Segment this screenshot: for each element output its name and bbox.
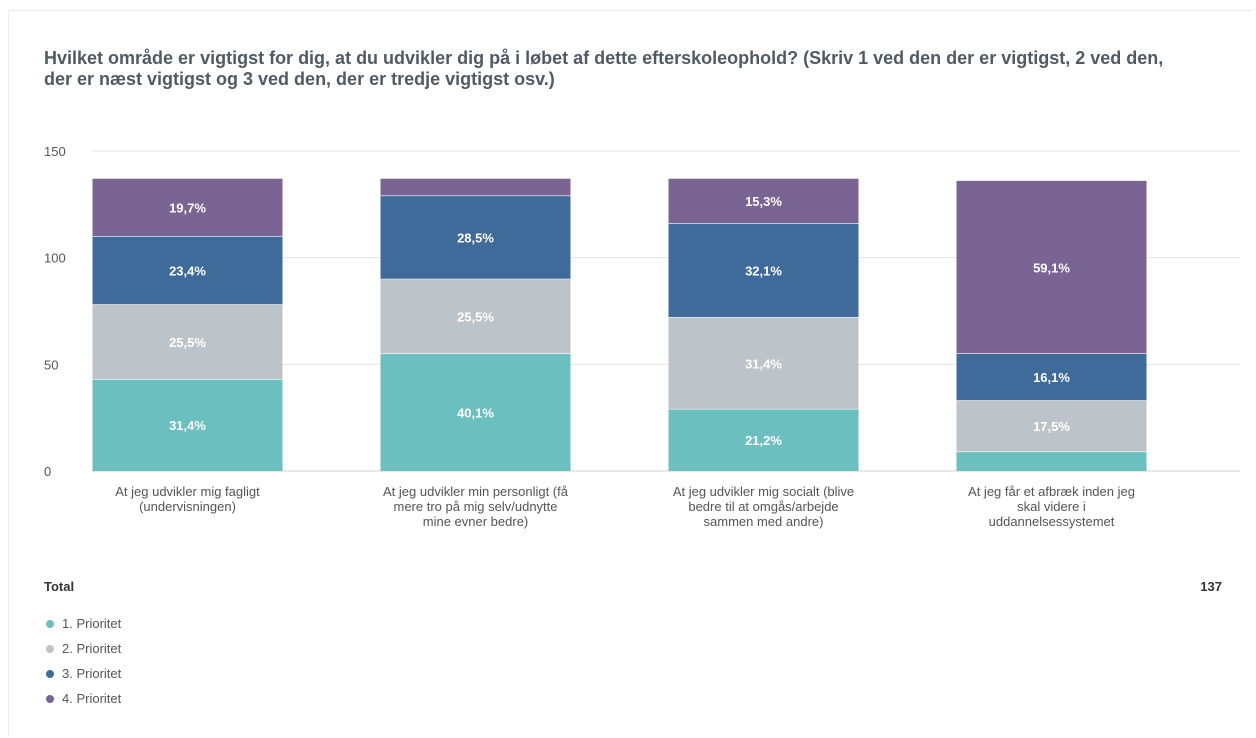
data-label: 21,2% [745,433,782,448]
category-label: At jeg udvikler min personligt (få [383,484,569,499]
category-label: mere tro på mig selv/udnytte [393,499,557,514]
chart-title: Hvilket område er vigtigst for dig, at d… [44,48,1164,89]
data-label: 31,4% [745,356,782,371]
y-axis-ticks: 0 50 100 150 [44,144,66,479]
y-tick-label: 100 [44,251,66,266]
bar-segment-3[interactable] [92,236,283,305]
bar-segment-1[interactable] [92,379,283,471]
bar-segment-2[interactable] [92,304,283,380]
bar-segment-4[interactable] [92,178,283,237]
y-tick-label: 150 [44,144,66,159]
x-axis-categories: At jeg udvikler mig fagligt(undervisning… [115,484,1135,529]
category-label: sammen med andre) [704,514,824,529]
category-label: At jeg får et afbræk inden jeg [968,484,1135,499]
data-label: 25,5% [169,335,206,350]
category-label: At jeg udvikler mig fagligt [115,484,260,499]
data-label: 28,5% [457,230,494,245]
bar-segment-3[interactable] [668,223,859,318]
bar-segment-2[interactable] [956,400,1147,452]
data-label: 31,4% [169,418,206,433]
bar-segment-2[interactable] [668,317,859,410]
bar-segment-2[interactable] [380,279,571,354]
data-label: 40,1% [457,405,494,420]
category-label: uddannelsessystemet [989,514,1115,529]
category-label: bedre til at omgås/arbejde [688,499,838,514]
legend-label: 4. Prioritet [62,691,122,706]
legend-item-2[interactable]: 2. Prioritet [44,636,121,661]
bar-segment-3[interactable] [956,353,1147,401]
y-tick-label: 0 [44,464,51,479]
legend-label: 2. Prioritet [62,641,122,656]
legend-item-3[interactable]: 3. Prioritet [44,661,121,686]
category-label: mine evner bedre) [423,514,529,529]
chart-card [8,10,1252,736]
legend-dot-icon [46,619,54,628]
category-label: At jeg udvikler mig socialt (blive [673,484,854,499]
bar-segment-4[interactable] [668,178,859,224]
total-label: Total [44,579,75,594]
bar-segment-3[interactable] [380,195,571,279]
bar-segment-4[interactable] [380,178,571,196]
category-label: (undervisningen) [139,499,236,514]
data-label: 16,1% [1033,370,1070,385]
data-label: 15,3% [745,194,782,209]
legend-label: 1. Prioritet [62,616,122,631]
legend-label: 3. Prioritet [62,666,122,681]
legend-dot-icon [46,644,54,653]
bar-segment-1[interactable] [956,451,1147,471]
legend-dot-icon [46,694,54,703]
legend-dot-icon [46,669,54,678]
data-label: 17,5% [1033,419,1070,434]
bar-segment-1[interactable] [668,409,859,471]
bar-segment-1[interactable] [380,353,571,471]
legend-item-1[interactable]: 1. Prioritet [44,611,121,636]
legend-item-4[interactable]: 4. Prioritet [44,686,121,711]
bars: 31,4% 25,5% 23,4% 19,7% 40,1% 25,5% 28,5% 21,2%… [92,178,1147,471]
legend: 1. Prioritet 2. Prioritet 3. Prioritet 4… [44,611,121,711]
category-label: skal videre i [1017,499,1086,514]
data-label: 59,1% [1033,260,1070,275]
data-label: 23,4% [169,263,206,278]
bar-segment-4[interactable] [956,180,1147,354]
y-tick-label: 50 [44,357,58,372]
data-label: 25,5% [457,309,494,324]
total-value: 137 [1200,579,1222,594]
data-label: 19,7% [169,201,206,216]
data-label: 32,1% [745,263,782,278]
